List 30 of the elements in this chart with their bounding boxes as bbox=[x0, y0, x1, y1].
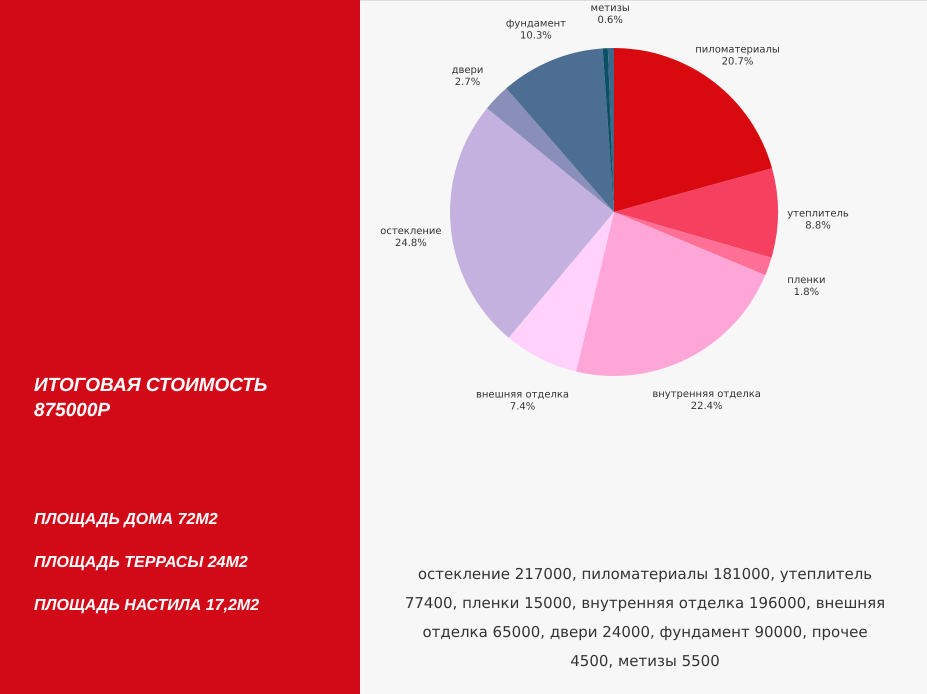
text: ИТОГОВАЯ СТОИМОСТЬ 875000Р bbox=[34, 375, 268, 421]
pie-slice bbox=[614, 212, 772, 276]
data-label: 7.4% bbox=[510, 401, 536, 412]
slice-label: пиломатериалы bbox=[695, 44, 780, 56]
pie-slice bbox=[450, 108, 614, 338]
data-label: 1.8% bbox=[794, 286, 820, 298]
pie-slice bbox=[576, 212, 766, 376]
data-label: 22.4% bbox=[690, 400, 723, 412]
text: ПЛОЩАДЬ ТЕРРАСЫ 24М2 bbox=[34, 554, 248, 571]
pie-slice bbox=[614, 168, 778, 258]
data-label: 10.3% bbox=[520, 30, 552, 42]
data-label: 0.6% bbox=[597, 15, 623, 26]
text: ПЛОЩАДЬ ДОМА 72М2 bbox=[34, 511, 218, 528]
slice-label: утеплитель bbox=[787, 208, 849, 220]
data-label: 2.7% bbox=[454, 77, 480, 88]
data-label: 24.8% bbox=[395, 238, 427, 250]
pie-slice bbox=[506, 48, 614, 212]
data-label: 8.8% bbox=[805, 220, 831, 232]
slice-label: внутренняя отделка bbox=[652, 388, 761, 400]
text: ПЛОЩАДЬ НАСТИЛА 17,2М2 bbox=[34, 597, 260, 614]
slice-label: остекление bbox=[380, 226, 442, 238]
slice-label: двери bbox=[452, 65, 484, 76]
slice-label: фундамент bbox=[506, 18, 566, 30]
slice-label: пленки bbox=[787, 274, 826, 286]
text: остекление 217000, пиломатериалы 181000, утеплитель 77400, пленки 15000, внутренняя отделка 196000, внешняя отделка 65000, двери 24000, фундамент 90000, прочее 4500, метизы 5500 bbox=[404, 565, 886, 670]
pie-slice bbox=[486, 88, 614, 212]
slice-label: метизы bbox=[590, 3, 630, 14]
pie-slice bbox=[508, 212, 614, 372]
data-label: 20.7% bbox=[722, 56, 754, 68]
slice-label: внешняя отделка bbox=[476, 389, 570, 400]
